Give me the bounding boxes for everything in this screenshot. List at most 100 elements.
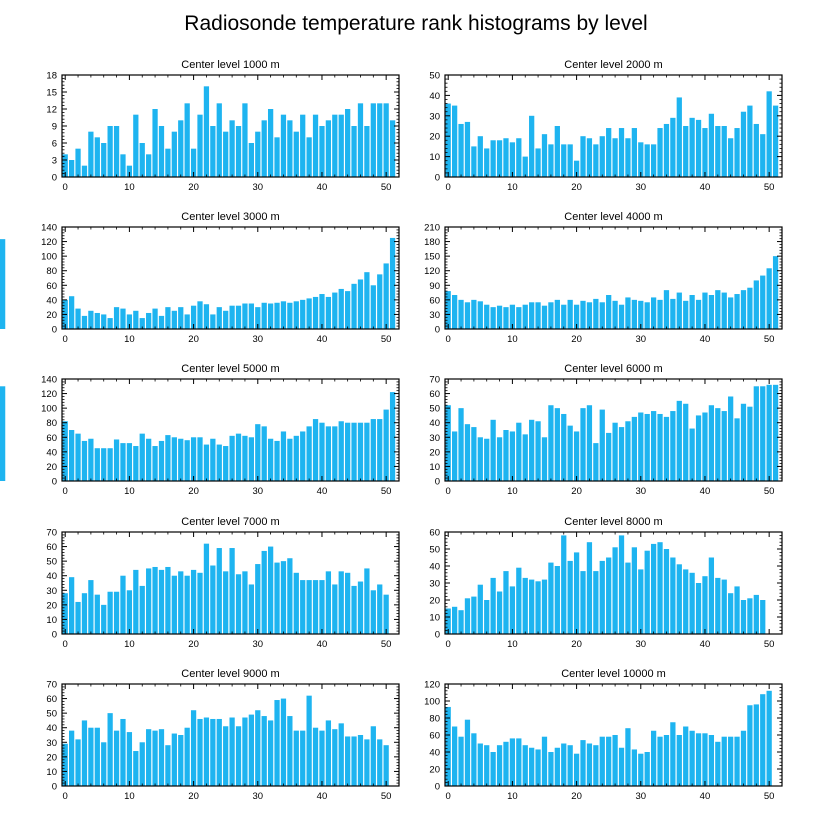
histogram-bar <box>657 542 663 634</box>
y-tick-label: 18 <box>46 71 57 82</box>
histogram-bar <box>477 584 483 634</box>
y-tick-label: 10 <box>429 462 440 473</box>
histogram-bar <box>715 577 721 634</box>
histogram-bar <box>695 415 702 481</box>
histogram-bar <box>332 114 338 177</box>
histogram-bar <box>306 137 312 177</box>
histogram-panel: Center level 3000 m 0 20 40 60 80 100 120 140 0 10… <box>41 211 400 345</box>
histogram-bar <box>389 237 396 329</box>
histogram-bar <box>383 263 389 329</box>
histogram-bar <box>541 305 548 329</box>
histogram-bar <box>293 572 299 634</box>
histogram-bar <box>670 298 676 329</box>
histogram-bar <box>139 585 145 634</box>
histogram-bar <box>300 580 306 634</box>
y-tick-label: 140 <box>41 223 57 234</box>
histogram-bar <box>312 580 319 634</box>
histogram-bar <box>274 440 280 481</box>
histogram-bar <box>133 751 139 786</box>
histogram-bar <box>573 753 580 786</box>
histogram-bar <box>261 120 267 177</box>
histogram-bar <box>638 412 644 481</box>
histogram-bar <box>255 424 261 481</box>
histogram-bar <box>267 303 274 329</box>
histogram-bar <box>606 557 612 634</box>
x-tick-label: 50 <box>381 791 392 802</box>
histogram-bar <box>734 294 740 329</box>
y-tick-label: 10 <box>46 767 57 778</box>
histogram-bar <box>345 736 351 786</box>
histogram-bar <box>364 739 370 786</box>
histogram-bar <box>274 302 280 329</box>
histogram-bar <box>139 742 145 786</box>
histogram-bar <box>171 310 177 329</box>
histogram-bar <box>69 430 75 481</box>
histogram-bar <box>300 730 306 786</box>
x-tick-label: 30 <box>252 791 263 802</box>
histogram-bar <box>165 566 171 634</box>
histogram-bar <box>158 126 165 177</box>
histogram-bar <box>618 747 625 786</box>
histogram-bar <box>548 405 554 481</box>
histogram-bar <box>567 425 573 481</box>
x-tick-label: 20 <box>188 639 199 650</box>
histogram-bar <box>133 569 139 634</box>
histogram-bar <box>535 148 541 177</box>
histogram-bar <box>445 405 451 481</box>
histogram-bar <box>561 743 567 786</box>
histogram-bar <box>689 730 695 786</box>
y-tick-label: 0 <box>52 325 57 336</box>
x-tick-label: 0 <box>446 334 451 345</box>
histogram-bar <box>612 300 618 329</box>
histogram-bar <box>81 720 88 786</box>
histogram-bar <box>554 566 560 634</box>
histogram-bar <box>210 565 216 634</box>
histogram-bar <box>146 154 152 177</box>
x-tick-label: 30 <box>635 486 646 497</box>
histogram-bar <box>715 290 721 329</box>
histogram-bar <box>689 295 695 329</box>
histogram-bar <box>496 437 503 481</box>
histogram-bar <box>364 568 370 634</box>
histogram-bar <box>484 304 490 329</box>
histogram-bar <box>75 148 81 177</box>
histogram-bar <box>586 302 593 329</box>
histogram-bar <box>242 303 248 329</box>
histogram-bar <box>561 144 567 177</box>
histogram-bar <box>171 437 177 481</box>
histogram-bar <box>107 126 113 177</box>
histogram-bar <box>107 448 113 481</box>
x-tick-label: 0 <box>63 791 68 802</box>
histogram-bar <box>190 437 197 481</box>
histogram-bar <box>644 413 650 481</box>
histogram-bar <box>554 747 560 786</box>
histogram-bar <box>267 438 274 481</box>
histogram-bar <box>370 103 376 177</box>
histogram-bar <box>490 140 496 177</box>
y-tick-label: 20 <box>429 765 440 776</box>
histogram-bar <box>631 749 637 786</box>
histogram-bar <box>184 575 190 634</box>
histogram-bar <box>190 569 197 634</box>
histogram-bar <box>377 739 383 786</box>
histogram-bar <box>753 704 759 786</box>
histogram-bar <box>683 403 689 481</box>
histogram-bar <box>477 437 483 481</box>
histogram-bar <box>529 115 535 177</box>
x-tick-label: 20 <box>188 334 199 345</box>
x-tick-label: 10 <box>124 639 135 650</box>
y-tick-label: 20 <box>46 600 57 611</box>
histogram-bar <box>721 292 727 329</box>
histogram-bar <box>445 291 451 329</box>
histogram-bar <box>676 400 682 481</box>
histogram-bar <box>593 571 599 634</box>
histogram-bar <box>554 408 560 481</box>
histogram-bar <box>734 736 740 786</box>
histogram-bar <box>477 301 483 329</box>
histogram-bar <box>357 735 364 786</box>
histogram-bar <box>229 717 235 786</box>
histogram-bar <box>676 735 682 786</box>
histogram-bar <box>248 143 254 177</box>
histogram-bar <box>210 126 216 177</box>
y-tick-label: 60 <box>46 281 57 292</box>
